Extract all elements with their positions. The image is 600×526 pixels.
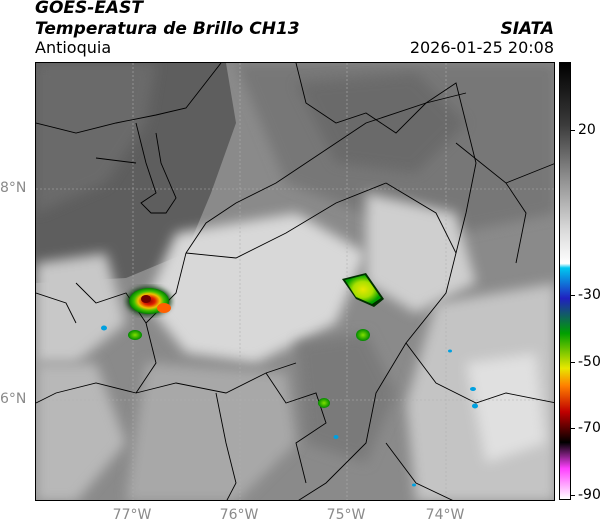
title-satellite: GOES-EAST: [35, 0, 143, 18]
lon-label-77w: 77°W: [112, 507, 152, 523]
colorbar-tick-minus90: -90: [578, 487, 600, 503]
colorbar-tick-minus30: -30: [578, 287, 600, 303]
colorbar-tick-minus70: -70: [578, 420, 600, 436]
colorbar-tick-minus50: -50: [578, 354, 600, 370]
subtitle-region: Antioquia: [35, 38, 112, 57]
lat-label-8n: 8°N: [0, 180, 27, 196]
timestamp: 2026-01-25 20:08: [409, 38, 554, 57]
colorbar-tick-mark: [571, 362, 575, 363]
colorbar-tick-mark: [571, 495, 575, 496]
colorbar-tick-mark: [571, 130, 575, 131]
lon-label-76w: 76°W: [219, 507, 259, 523]
lon-label-75w: 75°W: [326, 507, 366, 523]
colorbar-tick-mark: [571, 295, 575, 296]
satellite-map: [35, 62, 555, 501]
temperature-colorbar: [559, 62, 571, 500]
lon-label-74w: 74°W: [425, 507, 465, 523]
lat-label-6n: 6°N: [0, 391, 27, 407]
satellite-imagery: [36, 63, 554, 500]
brand-label: SIATA: [500, 19, 554, 39]
colorbar-tick-20: 20: [578, 122, 596, 138]
colorbar-tick-mark: [571, 428, 575, 429]
title-product: Temperatura de Brillo CH13: [35, 19, 300, 39]
